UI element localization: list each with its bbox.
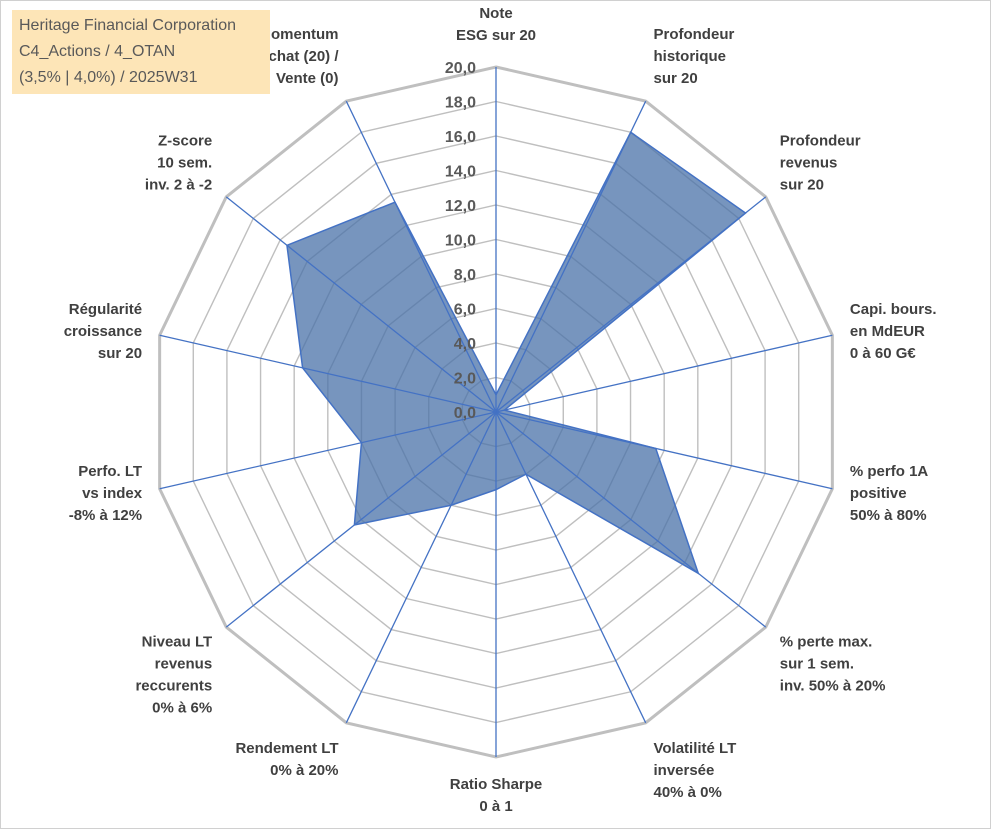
title-category: C4_Actions / 4_OTAN xyxy=(19,43,176,60)
axis-label: Profondeur historique sur 20 xyxy=(653,26,734,87)
axis-spoke xyxy=(495,100,647,413)
tick-label: 18,0 xyxy=(445,95,476,112)
tick-label: 2,0 xyxy=(454,371,476,388)
radar-ticks: 0,0 2,0 4,0 6,0 8,0 10,0 12,0 14,0 16,0 18,0 20,0 xyxy=(445,60,476,422)
axis-label: Note ESG sur 20 xyxy=(456,5,536,44)
axis-spoke xyxy=(495,411,833,490)
axis-spoke xyxy=(159,334,497,413)
tick-label: 6,0 xyxy=(454,302,476,319)
axis-label: Z-score 10 sem. inv. 2 à -2 xyxy=(145,133,212,194)
axis-label: Perfo. LT vs index -8% à 12% xyxy=(69,463,143,524)
tick-label: 10,0 xyxy=(445,233,476,250)
axis-label: Ratio Sharpe 0 à 1 xyxy=(450,776,543,815)
axis-label: % perfo 1A positive 50% à 80% xyxy=(850,463,929,524)
axis-spoke xyxy=(495,196,767,413)
axis-spoke xyxy=(495,334,833,413)
title-company: Heritage Financial Corporation xyxy=(19,17,236,34)
axis-label: Profondeur revenus sur 20 xyxy=(780,133,861,194)
tick-label: 16,0 xyxy=(445,129,476,146)
axis-label: % perte max. sur 1 sem. inv. 50% à 20% xyxy=(780,633,886,694)
tick-label: 20,0 xyxy=(445,60,476,77)
axis-spoke xyxy=(345,411,497,724)
radar-series xyxy=(286,131,747,575)
axis-spoke xyxy=(225,411,497,628)
tick-label: 12,0 xyxy=(445,198,476,215)
axis-label: Niveau LT revenus reccurents 0% à 6% xyxy=(135,633,212,716)
axis-label: Capi. bours. en MdEUR 0 à 60 G€ xyxy=(850,301,937,362)
axis-label: Rendement LT 0% à 20% xyxy=(235,740,338,779)
tick-label: 0,0 xyxy=(454,405,476,422)
axis-label: Volatilité LT inversée 40% à 0% xyxy=(653,740,736,801)
tick-label: 4,0 xyxy=(454,336,476,353)
axis-spoke xyxy=(495,411,767,628)
axis-spoke xyxy=(345,100,497,413)
title-box: Heritage Financial Corporation C4_Action… xyxy=(12,10,270,94)
axis-spoke xyxy=(495,411,647,724)
axis-label: Régularité croissance sur 20 xyxy=(64,301,142,362)
axis-label: Momentum Achat (20) / Vente (0) xyxy=(258,26,340,87)
title-period: (3,5% | 4,0%) / 2025W31 xyxy=(19,69,198,86)
tick-label: 8,0 xyxy=(454,267,476,284)
radar-axis-labels: Note ESG sur 20 Profondeur historique sur 20… xyxy=(64,5,937,815)
tick-label: 14,0 xyxy=(445,164,476,181)
radar-spokes xyxy=(159,67,833,757)
series-area xyxy=(286,131,747,575)
axis-spoke xyxy=(225,196,497,413)
axis-spoke xyxy=(159,411,497,490)
